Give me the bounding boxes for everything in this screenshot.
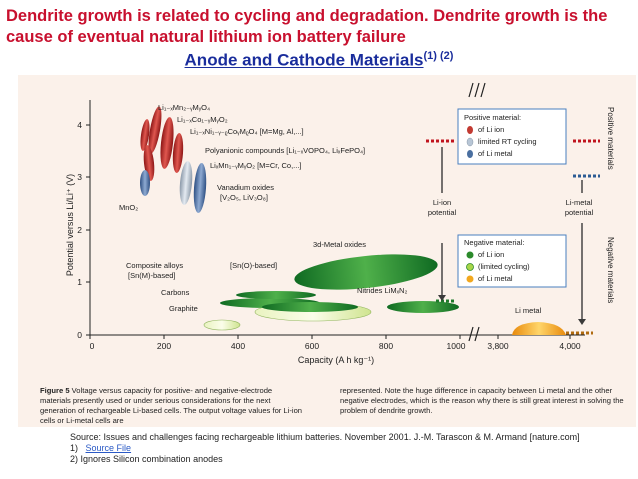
slide-subtitle: Anode and Cathode Materials(1) (2): [0, 50, 638, 71]
chart-axes: 0 1 2 3 4 0 200 400 600 800 1000 3,800 4…: [65, 100, 585, 365]
negative-legend-title: Negative material:: [464, 238, 524, 247]
label-3d-metal-oxides: 3d-Metal oxides: [313, 240, 366, 249]
potential-markers: Li-ion potential Li-metal potential: [426, 139, 600, 335]
x-tick-400: 400: [231, 341, 245, 351]
label-mno2: MnO₂: [119, 203, 138, 212]
y-tick-1: 1: [77, 277, 82, 287]
marker-li-ion-label: Li-ion: [433, 198, 451, 207]
positive-legend: Positive material: of Li ion limited RT …: [457, 108, 567, 165]
caption-text-1: Voltage versus capacity for positive- an…: [40, 386, 303, 425]
li-metal-region: [512, 322, 566, 335]
x-tick-1000: 1000: [447, 341, 466, 351]
source-notes: Source: Issues and challenges facing rec…: [70, 432, 590, 465]
caption-column-2: represented. Note the huge difference in…: [340, 386, 624, 415]
label-vanadium-oxides: Vanadium oxides: [217, 183, 274, 192]
label-nitrides: Nitrides LiMₓN₂: [357, 286, 407, 295]
caption-figure-label: Figure 5: [40, 386, 70, 395]
negative-legend-item-3: of Li metal: [478, 274, 513, 283]
x-tick-4000: 4,000: [559, 341, 581, 351]
y-axis-label: Potential versus Li/Li⁺ (V): [65, 174, 75, 276]
positive-materials: [140, 106, 207, 213]
positive-legend-item-3: of Li metal: [478, 149, 513, 158]
label-vanadium-formula: [V₂O₅, LiV₃O₈]: [220, 193, 268, 202]
negative-legend-item-1: of Li ion: [478, 250, 504, 259]
x-tick-0: 0: [90, 341, 95, 351]
label-sn-o-based: [Sn(O)-based]: [230, 261, 277, 270]
subtitle-refs: (1) (2): [423, 50, 454, 62]
positive-material-labels: Li₁₋ₓMn₂₋ᵧMᵧO₄ Li₁₋ₓCo₁₋ᵧMᵧO₂ Li₁₋ₓNi₁₋ᵧ…: [119, 103, 365, 212]
source-note-1: 1) Source File: [70, 443, 590, 454]
negative-legend-item-2: (limited cycling): [478, 262, 530, 271]
figure-panel: 0 1 2 3 4 0 200 400 600 800 1000 3,800 4…: [18, 75, 636, 427]
note-1-number: 1): [70, 443, 79, 453]
positive-legend-item-2: limited RT cycling: [478, 137, 537, 146]
marker-li-ion-potential: potential: [428, 208, 457, 217]
x-tick-800: 800: [379, 341, 393, 351]
marker-li-metal-potential: potential: [565, 208, 594, 217]
side-label-negative: Negative materials: [606, 237, 615, 303]
label-limno2: LiₓMn₁₋ᵧMᵧO₂ [M=Cr, Co,...]: [210, 161, 302, 170]
caption-column-1: Figure 5 Voltage versus capacity for pos…: [40, 386, 302, 426]
subtitle-text: Anode and Cathode Materials: [184, 50, 424, 70]
negative-legend: Negative material: of Li ion (limited cy…: [457, 234, 567, 288]
label-sn-m-based: [Sn(M)-based]: [128, 271, 176, 280]
label-lico-o2: Li₁₋ₓCo₁₋ᵧMᵧO₂: [177, 115, 228, 124]
x-tick-3800: 3,800: [487, 341, 509, 351]
label-limn2o4: Li₁₋ₓMn₂₋ᵧMᵧO₄: [158, 103, 210, 112]
y-tick-0: 0: [77, 330, 82, 340]
x-tick-600: 600: [305, 341, 319, 351]
label-polyanionic: Polyanionic compounds [Li₁₋ₓVOPO₄, LiₓFe…: [205, 146, 365, 155]
y-tick-2: 2: [77, 225, 82, 235]
label-li-metal: Li metal: [515, 306, 542, 315]
slide-headline: Dendrite growth is related to cycling an…: [6, 7, 608, 46]
voltage-capacity-chart: 0 1 2 3 4 0 200 400 600 800 1000 3,800 4…: [65, 82, 615, 365]
y-tick-3: 3: [77, 172, 82, 182]
source-note-2: 2) Ignores Silicon combination anodes: [70, 454, 223, 464]
label-composite-alloys: Composite alloys: [126, 261, 183, 270]
negative-material-labels: 3d-Metal oxides Composite alloys [Sn(M)-…: [126, 240, 542, 315]
x-axis-label: Capacity (A h kg⁻¹): [298, 355, 374, 365]
axis-break-marks: [468, 82, 486, 342]
negative-materials: [203, 254, 566, 335]
source-citation: Source: Issues and challenges facing rec…: [70, 432, 580, 442]
y-tick-4: 4: [77, 120, 82, 130]
label-carbons: Carbons: [161, 288, 190, 297]
side-label-positive: Positive materials: [606, 107, 615, 170]
marker-li-metal-label: Li-metal: [566, 198, 593, 207]
x-tick-200: 200: [157, 341, 171, 351]
label-linico: Li₁₋ₓNi₁₋ᵧ₋ᵨCoᵧMᵨO₄ [M=Mg, Al,...]: [190, 127, 304, 136]
positive-legend-item-1: of Li ion: [478, 125, 504, 134]
label-graphite: Graphite: [169, 304, 198, 313]
source-file-link[interactable]: Source File: [85, 443, 132, 453]
side-labels: Positive materials Negative materials: [606, 107, 615, 303]
positive-legend-title: Positive material:: [464, 113, 521, 122]
